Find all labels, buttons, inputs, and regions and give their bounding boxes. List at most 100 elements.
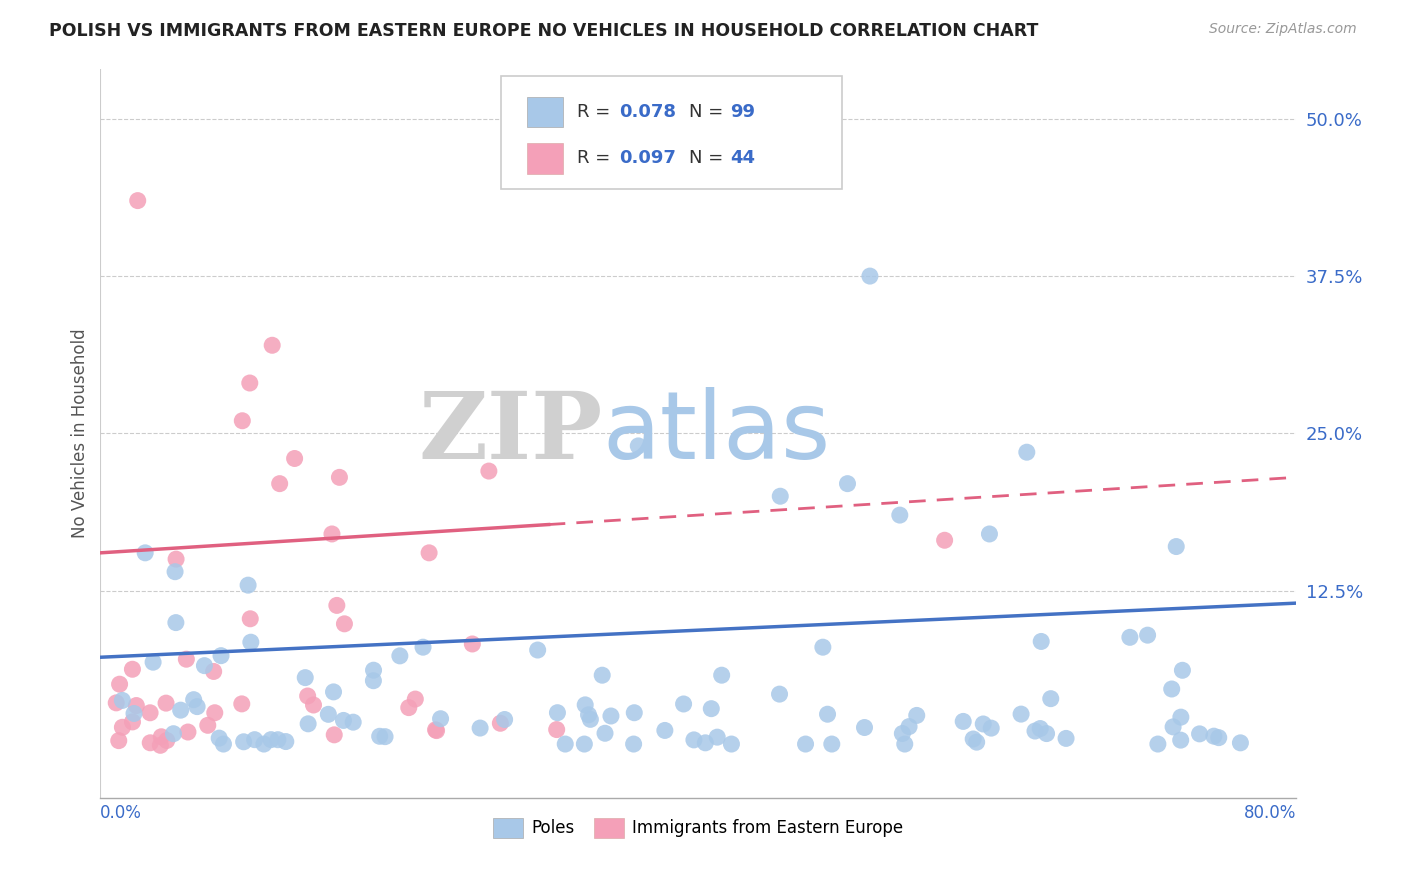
Point [526, 643, 548, 657]
Point [821, 737, 844, 751]
Point [623, 706, 645, 720]
Point [1170, 733, 1192, 747]
Point [1031, 634, 1053, 648]
Point [107, 733, 129, 747]
Point [231, 414, 253, 428]
Point [204, 706, 226, 720]
Point [208, 731, 231, 746]
Point [710, 668, 733, 682]
Point [683, 732, 706, 747]
Point [889, 508, 911, 522]
Point [695, 736, 717, 750]
Point [269, 476, 291, 491]
Point [398, 700, 420, 714]
Point [546, 723, 568, 737]
Text: Source: ZipAtlas.com: Source: ZipAtlas.com [1209, 22, 1357, 37]
Point [260, 732, 283, 747]
Point [853, 721, 876, 735]
Point [318, 707, 340, 722]
Point [546, 706, 568, 720]
Point [1029, 722, 1052, 736]
Point [209, 648, 232, 663]
Point [623, 737, 645, 751]
Point [139, 736, 162, 750]
Point [600, 709, 623, 723]
Point [627, 439, 650, 453]
Point [176, 652, 198, 666]
Point [162, 727, 184, 741]
Point [1161, 720, 1184, 734]
Point [1015, 445, 1038, 459]
Point [672, 697, 695, 711]
Point [962, 731, 984, 746]
Text: 80.0%: 80.0% [1243, 805, 1296, 822]
Point [165, 615, 187, 630]
Point [363, 673, 385, 688]
Point [1170, 710, 1192, 724]
Point [322, 685, 344, 699]
Point [966, 735, 988, 749]
Point [1171, 663, 1194, 677]
Point [425, 723, 447, 738]
Point [706, 730, 728, 744]
Point [478, 464, 501, 478]
Point [111, 693, 134, 707]
Text: R =: R = [578, 103, 616, 121]
Point [554, 737, 576, 751]
Point [294, 671, 316, 685]
Point [150, 730, 173, 744]
Point [1188, 727, 1211, 741]
Point [125, 698, 148, 713]
Point [591, 668, 613, 682]
Point [297, 689, 319, 703]
Point [891, 726, 914, 740]
Point [1202, 729, 1225, 743]
Point [905, 708, 928, 723]
Point [489, 716, 512, 731]
Point [183, 692, 205, 706]
Point [429, 712, 451, 726]
Point [1024, 724, 1046, 739]
Point [155, 696, 177, 710]
Point [297, 716, 319, 731]
Point [239, 612, 262, 626]
FancyBboxPatch shape [527, 97, 562, 128]
Text: atlas: atlas [602, 387, 831, 479]
Point [1010, 707, 1032, 722]
Text: 99: 99 [730, 103, 755, 121]
Point [817, 707, 839, 722]
Point [105, 696, 128, 710]
Point [952, 714, 974, 729]
Point [170, 703, 193, 717]
Text: 0.0%: 0.0% [100, 805, 142, 822]
Point [972, 717, 994, 731]
Point [212, 737, 235, 751]
Point [1035, 726, 1057, 740]
Point [165, 565, 187, 579]
Point [323, 728, 346, 742]
Point [980, 721, 1002, 735]
Point [177, 725, 200, 739]
Point [284, 451, 307, 466]
Point [326, 599, 349, 613]
Point [122, 706, 145, 721]
Point [332, 714, 354, 728]
Point [193, 658, 215, 673]
Point [979, 527, 1001, 541]
FancyBboxPatch shape [527, 143, 562, 174]
Point [412, 640, 434, 655]
Point [837, 476, 859, 491]
Point [328, 470, 350, 484]
Y-axis label: No Vehicles in Household: No Vehicles in Household [72, 328, 89, 538]
Point [574, 698, 596, 712]
Point [139, 706, 162, 720]
Point [1054, 731, 1077, 746]
Legend: Poles, Immigrants from Eastern Europe: Poles, Immigrants from Eastern Europe [486, 811, 910, 845]
Point [274, 734, 297, 748]
Point [418, 546, 440, 560]
Point [859, 269, 882, 284]
Point [494, 713, 516, 727]
Point [363, 663, 385, 677]
Point [333, 616, 356, 631]
Point [239, 635, 262, 649]
